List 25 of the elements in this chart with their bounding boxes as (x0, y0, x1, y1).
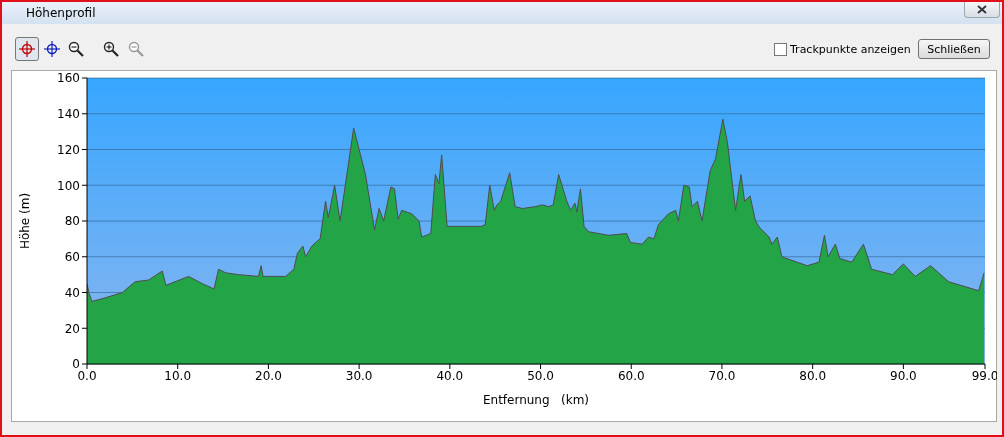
y-tick-label: 80 (64, 214, 80, 229)
x-tick-label: 40.0 (436, 368, 464, 383)
x-tick-label: 90.0 (890, 368, 917, 383)
chart-title: Höhenprofil (26, 6, 96, 20)
y-tick-label: 100 (57, 178, 80, 193)
x-tick-label: 0.0 (77, 368, 97, 383)
x-tick-label: 50.0 (527, 368, 554, 383)
text: Trackpunkte anzeigen (790, 43, 911, 56)
y-tick-label: 60 (64, 250, 80, 265)
text: Schließen (918, 39, 990, 59)
x-tick-label: 60.0 (617, 368, 645, 383)
x-tick-label: 10.0 (164, 368, 192, 383)
x-tick-label: 30.0 (345, 368, 373, 383)
x-tick-label: 99.0 (971, 368, 999, 383)
y-tick-label: 140 (57, 107, 80, 122)
y-tick-label: 20 (64, 321, 80, 336)
y-axis-title: Höhe (m) (18, 192, 33, 250)
y-tick-label: 40 (64, 285, 80, 300)
x-axis-title: Entfernung (km) (482, 393, 590, 407)
x-tick-label: 70.0 (708, 368, 736, 383)
x-tick-label: 20.0 (255, 368, 282, 383)
x-tick-label: 80.0 (799, 368, 827, 383)
y-tick-label: 0 (72, 357, 80, 372)
y-tick-label: 120 (57, 142, 80, 157)
y-tick-label: 160 (57, 71, 80, 86)
